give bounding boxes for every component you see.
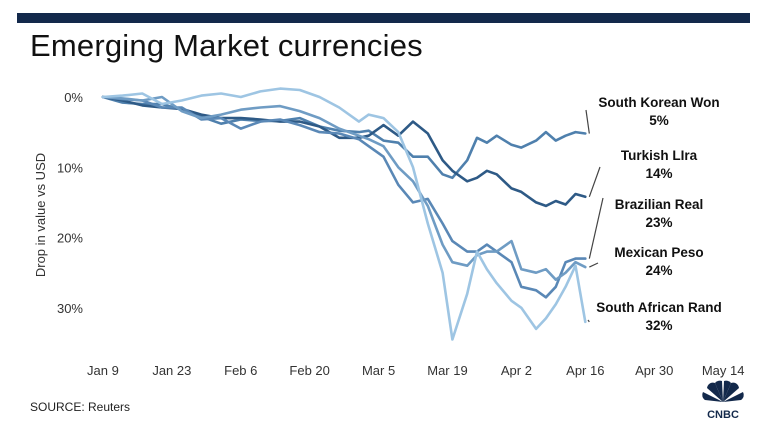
series-line-south-african-rand: [101, 87, 587, 341]
series-line-turkish-lira: [101, 95, 587, 208]
header-accent-bar: [17, 13, 750, 23]
x-tick-label: Mar 5: [362, 363, 395, 378]
series-name-label: Mexican Peso: [614, 245, 703, 260]
y-tick-label: 20%: [57, 231, 83, 246]
y-axis-label: Drop in value vs USD: [33, 153, 48, 277]
x-tick-label: Jan 9: [87, 363, 119, 378]
source-note: SOURCE: Reuters: [30, 400, 131, 414]
y-tick-label: 10%: [57, 160, 83, 175]
x-tick-label: Feb 20: [289, 363, 329, 378]
y-tick-label: 0%: [64, 90, 83, 105]
label-leader-line: [585, 109, 590, 134]
label-leader-line: [587, 319, 590, 323]
series-final-value-label: 5%: [649, 113, 669, 128]
x-tick-label: Jan 23: [152, 363, 191, 378]
nbc-peacock-icon: CNBC: [702, 380, 744, 421]
series-name-label: South African Rand: [596, 300, 722, 315]
label-leader-line: [588, 197, 604, 259]
label-leader-line: [588, 166, 601, 197]
x-tick-label: Apr 16: [566, 363, 604, 378]
series-final-value-label: 23%: [645, 215, 672, 230]
x-tick-label: Feb 6: [224, 363, 257, 378]
label-leader-line: [589, 262, 599, 268]
chart-title: Emerging Market currencies: [30, 28, 423, 63]
series-line-brazilian-real: [101, 95, 587, 299]
x-tick-label: Mar 19: [427, 363, 467, 378]
series-name-label: South Korean Won: [598, 95, 719, 110]
series-final-value-label: 32%: [645, 318, 672, 333]
x-tick-label: May 14: [702, 363, 745, 378]
cnbc-logo-text: CNBC: [707, 409, 739, 421]
x-tick-label: Apr 2: [501, 363, 532, 378]
y-tick-label: 30%: [57, 301, 83, 316]
series-line-mexican-peso: [101, 95, 587, 282]
series-name-label: Turkish LIra: [621, 148, 698, 163]
series-name-label: Brazilian Real: [615, 197, 704, 212]
series-final-value-label: 24%: [645, 263, 672, 278]
series-final-value-label: 14%: [645, 166, 672, 181]
x-tick-label: Apr 30: [635, 363, 673, 378]
